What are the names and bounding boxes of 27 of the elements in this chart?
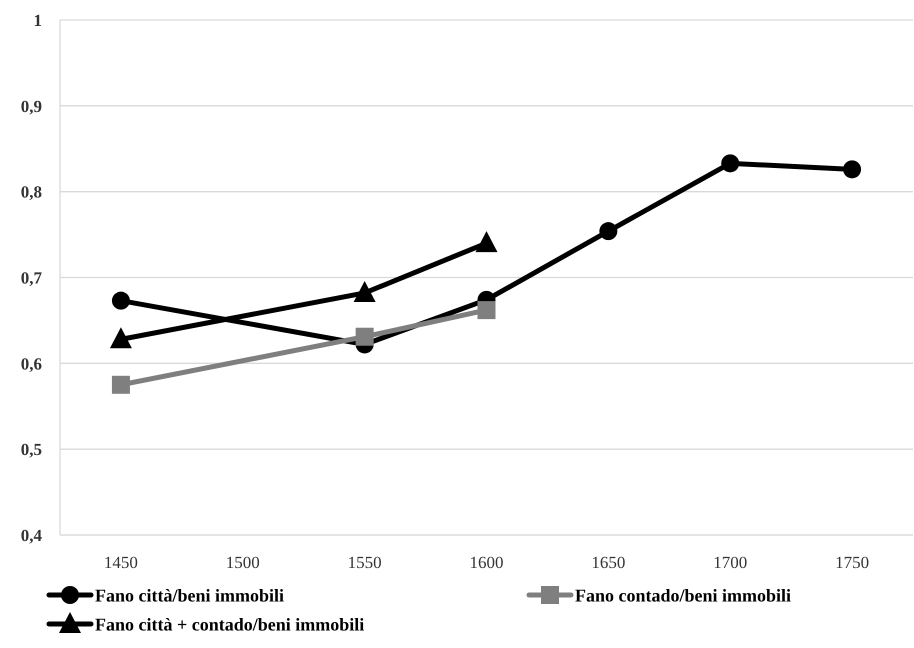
x-tick-label: 1450 [104, 553, 138, 572]
x-tick-label: 1600 [470, 553, 504, 572]
x-tick-label: 1500 [226, 553, 260, 572]
point [354, 280, 376, 302]
x-tick-label: 1550 [348, 553, 382, 572]
x-tick-label: 1700 [713, 553, 748, 572]
y-tick-label: 0,9 [20, 96, 42, 116]
point [599, 222, 618, 240]
y-tick-label: 0,5 [20, 440, 42, 460]
point [843, 160, 862, 178]
point [112, 292, 130, 310]
point [476, 231, 498, 252]
legend-label: Fano contado/beni immobili [575, 585, 792, 606]
point [112, 376, 130, 394]
y-tick-label: 0,8 [20, 182, 42, 202]
y-tick-label: 0,7 [20, 268, 42, 288]
point [721, 154, 740, 172]
y-tick-label: 1 [34, 10, 42, 30]
x-tick-label: 1650 [591, 553, 626, 572]
point [356, 328, 374, 346]
y-tick-label: 0,6 [20, 354, 42, 374]
legend-label: Fano città + contado/beni immobili [95, 614, 364, 634]
legend-label: Fano città/beni immobili [95, 585, 284, 606]
point [110, 327, 132, 348]
point [478, 301, 496, 320]
x-tick-label: 1750 [835, 553, 870, 572]
y-tick-label: 0,4 [20, 526, 42, 545]
